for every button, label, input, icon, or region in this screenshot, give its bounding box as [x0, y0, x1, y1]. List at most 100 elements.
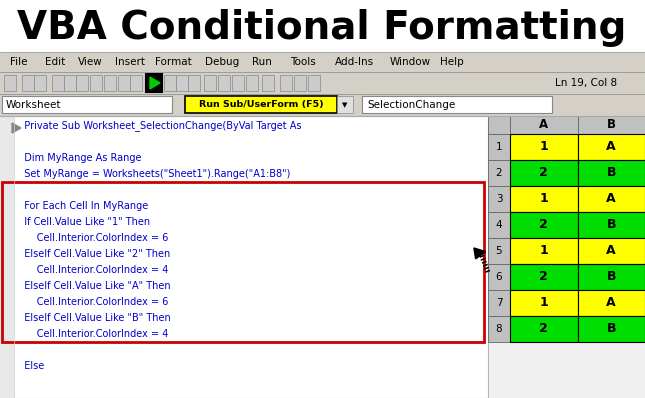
- Text: Worksheet: Worksheet: [6, 100, 61, 110]
- Bar: [488, 238, 510, 264]
- Text: Private Sub Worksheet_SelectionChange(ByVal Target As: Private Sub Worksheet_SelectionChange(By…: [18, 121, 301, 131]
- Text: B: B: [606, 219, 616, 232]
- Text: Run: Run: [252, 57, 272, 67]
- Text: A: A: [606, 244, 616, 258]
- Bar: [308, 75, 320, 91]
- Bar: [22, 75, 34, 91]
- Bar: [34, 75, 46, 91]
- Text: 4: 4: [496, 220, 502, 230]
- Bar: [577, 160, 645, 186]
- Text: 1: 1: [539, 140, 548, 154]
- Bar: [188, 75, 200, 91]
- Bar: [0, 116, 14, 398]
- Bar: [262, 75, 274, 91]
- Text: Insert: Insert: [115, 57, 145, 67]
- Bar: [2, 182, 484, 342]
- Bar: [76, 75, 88, 91]
- Bar: [510, 134, 577, 160]
- Bar: [185, 96, 337, 113]
- Text: Ln 19, Col 8: Ln 19, Col 8: [555, 78, 617, 88]
- Text: Help: Help: [440, 57, 464, 67]
- Bar: [0, 94, 645, 116]
- Text: B: B: [606, 322, 616, 336]
- Bar: [130, 75, 142, 91]
- Bar: [90, 75, 102, 91]
- Bar: [104, 75, 116, 91]
- Text: ElseIf Cell.Value Like "2" Then: ElseIf Cell.Value Like "2" Then: [18, 249, 170, 259]
- Text: Debug: Debug: [205, 57, 239, 67]
- Bar: [337, 96, 353, 113]
- Bar: [280, 75, 292, 91]
- Text: 2: 2: [539, 322, 548, 336]
- Text: Else: Else: [18, 361, 45, 371]
- Bar: [510, 264, 577, 290]
- Bar: [577, 316, 645, 342]
- Bar: [577, 290, 645, 316]
- Polygon shape: [12, 123, 21, 133]
- Bar: [510, 186, 577, 212]
- Bar: [510, 238, 577, 264]
- Text: Cell.Interior.ColorIndex = 6: Cell.Interior.ColorIndex = 6: [18, 233, 168, 243]
- Bar: [0, 52, 645, 72]
- Text: 1: 1: [539, 244, 548, 258]
- Bar: [0, 116, 488, 398]
- Bar: [510, 212, 577, 238]
- Text: ElseIf Cell.Value Like "A" Then: ElseIf Cell.Value Like "A" Then: [18, 281, 171, 291]
- Text: B: B: [607, 119, 616, 131]
- Bar: [488, 116, 645, 398]
- Bar: [488, 116, 645, 134]
- Bar: [118, 75, 130, 91]
- Text: B: B: [606, 166, 616, 179]
- Text: 2: 2: [496, 168, 502, 178]
- Bar: [488, 316, 510, 342]
- Text: Run Sub/UserForm (F5): Run Sub/UserForm (F5): [199, 101, 323, 109]
- Text: 6: 6: [496, 272, 502, 282]
- Text: ▼: ▼: [342, 102, 348, 108]
- Bar: [510, 316, 577, 342]
- Text: Cell.Interior.ColorIndex = 6: Cell.Interior.ColorIndex = 6: [18, 297, 168, 307]
- Text: 1: 1: [539, 297, 548, 310]
- Text: VBA Conditional Formatting: VBA Conditional Formatting: [17, 9, 627, 47]
- Bar: [146, 74, 162, 92]
- Bar: [164, 75, 176, 91]
- Bar: [204, 75, 216, 91]
- Bar: [294, 75, 306, 91]
- Bar: [510, 160, 577, 186]
- Bar: [577, 264, 645, 290]
- Text: A: A: [606, 193, 616, 205]
- Bar: [218, 75, 230, 91]
- Bar: [577, 238, 645, 264]
- Text: 5: 5: [496, 246, 502, 256]
- Text: View: View: [78, 57, 103, 67]
- Text: 7: 7: [496, 298, 502, 308]
- Text: Tools: Tools: [290, 57, 316, 67]
- Text: Window: Window: [390, 57, 431, 67]
- Bar: [510, 290, 577, 316]
- Bar: [577, 186, 645, 212]
- Polygon shape: [150, 77, 160, 89]
- Bar: [2, 96, 172, 113]
- Bar: [577, 134, 645, 160]
- Text: A: A: [606, 297, 616, 310]
- Text: 2: 2: [539, 166, 548, 179]
- Bar: [232, 75, 244, 91]
- Text: 3: 3: [496, 194, 502, 204]
- Text: A: A: [606, 140, 616, 154]
- Bar: [64, 75, 76, 91]
- Bar: [52, 75, 64, 91]
- Text: 1: 1: [496, 142, 502, 152]
- Text: 1: 1: [539, 193, 548, 205]
- Text: Cell.Interior.ColorIndex = 4: Cell.Interior.ColorIndex = 4: [18, 265, 168, 275]
- Bar: [0, 72, 645, 94]
- Text: If Cell.Value Like "1" Then: If Cell.Value Like "1" Then: [18, 217, 150, 227]
- Bar: [510, 116, 577, 134]
- Bar: [176, 75, 188, 91]
- Text: Dim MyRange As Range: Dim MyRange As Range: [18, 153, 141, 163]
- Bar: [488, 186, 510, 212]
- Text: File: File: [10, 57, 28, 67]
- Text: Add-Ins: Add-Ins: [335, 57, 374, 67]
- Text: Format: Format: [155, 57, 192, 67]
- Text: A: A: [539, 119, 548, 131]
- Bar: [577, 212, 645, 238]
- Bar: [362, 96, 552, 113]
